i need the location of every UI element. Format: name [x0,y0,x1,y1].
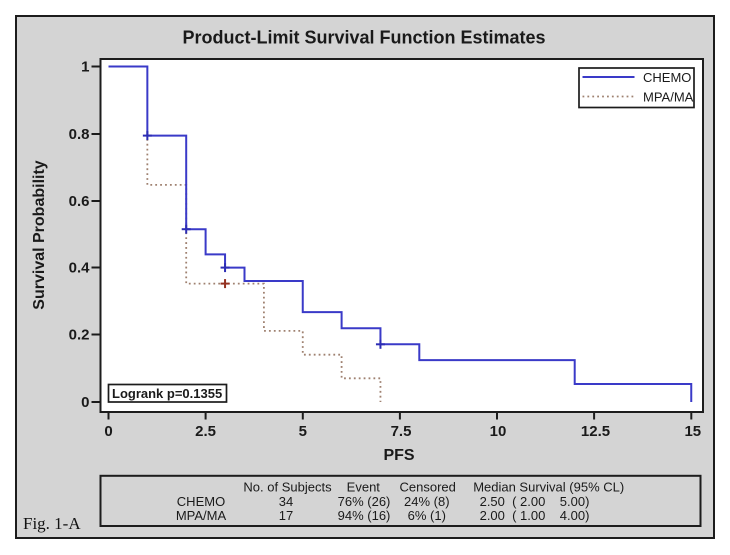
svg-text:CHEMO: CHEMO [643,70,691,85]
svg-text:MPA/MA: MPA/MA [176,508,227,523]
svg-text:Fig. 1-A: Fig. 1-A [23,514,81,533]
svg-text:17: 17 [279,508,293,523]
svg-text:12.5: 12.5 [581,423,610,440]
svg-text:Product-Limit Survival Functio: Product-Limit Survival Function Estimate… [182,28,545,48]
svg-text:1: 1 [81,59,89,76]
svg-text:CHEMO: CHEMO [177,494,225,509]
svg-text:0: 0 [104,423,112,440]
svg-text:0.2: 0.2 [69,327,90,344]
svg-text:6% (1): 6% (1) [408,508,446,523]
svg-text:5: 5 [299,423,307,440]
svg-text:76% (26): 76% (26) [338,494,391,509]
svg-text:2.00 ( 1.00 4.00): 2.00 ( 1.00 4.00) [480,508,590,523]
svg-text:Median Survival (95% CL): Median Survival (95% CL) [473,480,624,495]
svg-text:Event: Event [347,480,381,495]
svg-text:15: 15 [684,423,701,440]
svg-text:Survival Probability: Survival Probability [31,160,48,309]
svg-text:MPA/MA: MPA/MA [643,90,694,105]
svg-text:10: 10 [490,423,507,440]
svg-text:No. of Subjects: No. of Subjects [243,480,332,495]
svg-text:94% (16): 94% (16) [338,508,391,523]
svg-text:PFS: PFS [383,447,414,464]
svg-text:Censored: Censored [400,480,456,495]
svg-text:34: 34 [279,494,293,509]
svg-text:0.4: 0.4 [69,260,91,277]
svg-text:2.50 ( 2.00 5.00): 2.50 ( 2.00 5.00) [480,494,590,509]
svg-text:7.5: 7.5 [391,423,412,440]
svg-text:Logrank p=0.1355: Logrank p=0.1355 [112,386,222,401]
svg-text:0: 0 [81,394,89,411]
svg-text:24% (8): 24% (8) [404,494,450,509]
svg-text:2.5: 2.5 [195,423,216,440]
svg-text:0.8: 0.8 [69,126,90,143]
svg-text:0.6: 0.6 [69,193,90,210]
